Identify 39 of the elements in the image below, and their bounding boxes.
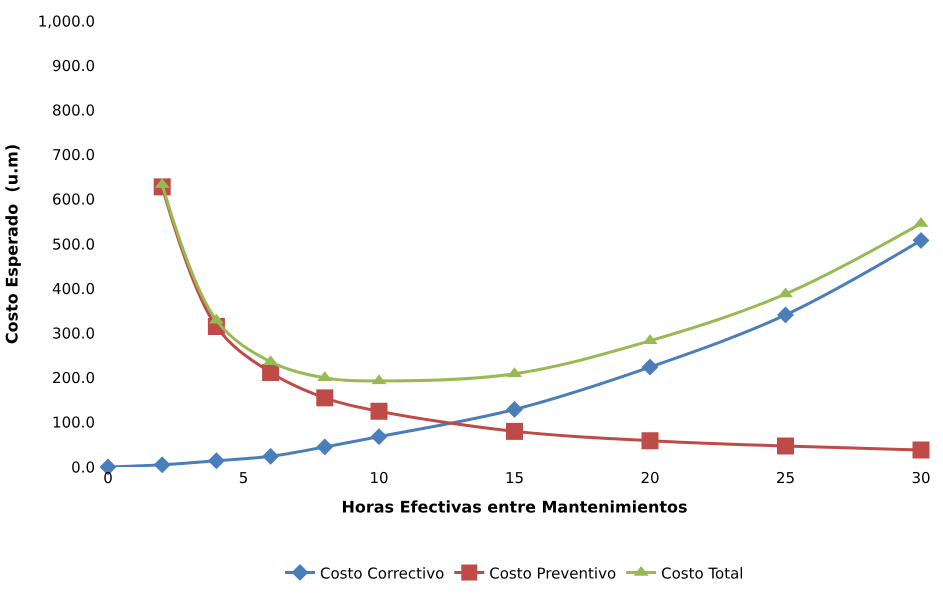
y-tick-label: 0.0 <box>71 458 95 476</box>
point <box>316 438 334 456</box>
point <box>370 402 388 420</box>
point <box>370 428 388 446</box>
point <box>316 389 334 406</box>
legend-label: Costo Correctivo <box>320 564 444 582</box>
y-axis-title: Costo Esperado (u.m) <box>2 144 22 344</box>
y-tick-label: 800.0 <box>52 101 95 120</box>
x-tick-label: 30 <box>911 469 931 487</box>
y-tick-label: 500.0 <box>52 235 95 254</box>
y-tick-label: 1,000.0 <box>38 12 95 30</box>
legend-label: Costo Preventivo <box>489 564 616 582</box>
x-tick-label: 5 <box>238 469 248 487</box>
x-tick-label: 0 <box>103 469 113 487</box>
x-tick-label: 15 <box>504 469 524 487</box>
point <box>912 232 930 249</box>
point <box>506 401 523 418</box>
x-tick-label: 25 <box>776 469 796 487</box>
y-tick-label: 900.0 <box>52 56 95 75</box>
x-tick-label: 10 <box>369 469 389 487</box>
y-tick-label: 600.0 <box>52 190 95 209</box>
point <box>777 438 794 455</box>
point <box>154 456 171 474</box>
x-axis-title: Horas Efectivas entre Mantenimientos <box>341 498 688 517</box>
point <box>642 358 658 376</box>
y-tick-label: 400.0 <box>52 280 95 298</box>
y-tick-label: 700.0 <box>52 146 95 164</box>
y-tick-label: 300.0 <box>52 324 95 342</box>
point <box>912 442 930 459</box>
point <box>506 422 523 440</box>
point <box>262 364 280 381</box>
x-tick-label: 20 <box>640 469 660 487</box>
point <box>208 452 225 470</box>
point <box>777 306 794 324</box>
legend-label: Costo Total <box>661 564 744 582</box>
point <box>642 432 658 450</box>
point <box>262 448 280 465</box>
y-tick-label: 100.0 <box>52 414 95 432</box>
y-tick-label: 200.0 <box>52 369 95 388</box>
